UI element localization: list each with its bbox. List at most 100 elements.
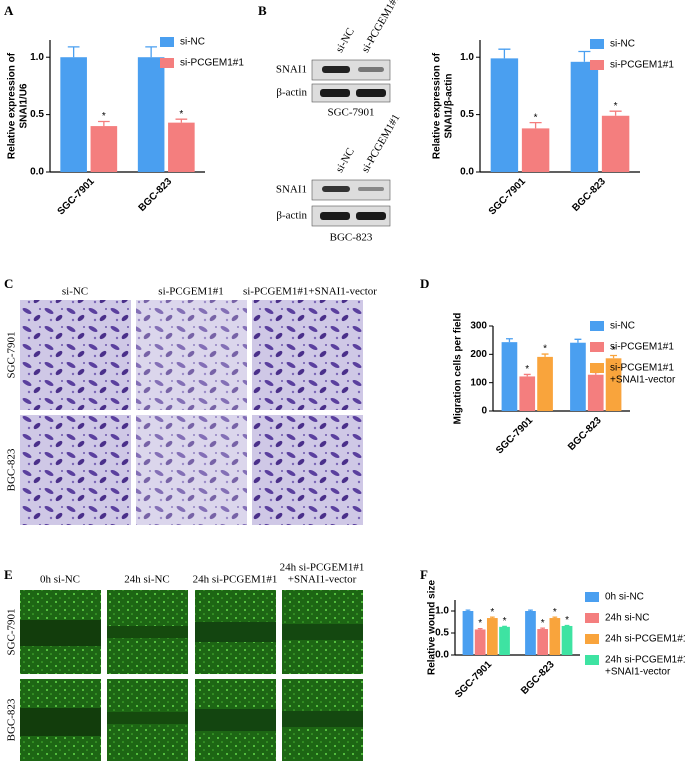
legend-swatch — [585, 655, 599, 665]
legend-label: 24h si-PCGEM1#1 — [605, 634, 685, 645]
micrograph — [136, 415, 247, 525]
blot — [311, 205, 391, 227]
bar — [462, 611, 474, 655]
band — [358, 187, 384, 191]
scratch — [20, 708, 101, 736]
cell-line: BGC-823 — [330, 232, 373, 244]
error-bar — [465, 609, 471, 611]
bar — [587, 374, 604, 411]
bar — [570, 342, 586, 411]
bar — [499, 626, 510, 655]
error-bar — [552, 616, 558, 619]
panel-labels: A B C D E F — [4, 3, 429, 582]
bar — [137, 57, 165, 172]
bar — [601, 115, 630, 172]
bar — [537, 356, 553, 411]
band — [356, 89, 386, 97]
x-tick-label: SGC-7901 — [494, 415, 535, 456]
y-tick-label: 0.5 — [460, 109, 474, 120]
row-label: BGC-823 — [6, 448, 18, 491]
y-axis-label: Relative wound size — [427, 580, 438, 675]
column-label: 24h si-PCGEM1#1 — [193, 574, 278, 586]
row-label: SGC-7901 — [6, 608, 18, 655]
legend-swatch — [590, 39, 604, 49]
legend-label: si-PCGEM1#1 — [610, 363, 674, 374]
x-tick-label: SGC-7901 — [56, 176, 97, 217]
column-label: 24h si-PCGEM1#1 — [280, 562, 365, 574]
significance: * — [102, 111, 106, 122]
x-tick-label: BGC-823 — [137, 176, 175, 214]
significance: * — [478, 618, 482, 629]
bar-chart: 0.0 0.5 1.0 Relative expression of SNAI1/U6 S… — [7, 37, 245, 218]
legend-swatch — [590, 321, 604, 331]
blot — [311, 59, 391, 81]
micrograph — [20, 300, 131, 410]
micrograph — [252, 415, 363, 525]
wound-images: SGC-7901 BGC-823 — [6, 590, 363, 761]
blot — [311, 83, 391, 103]
panel-label: E — [4, 567, 13, 582]
error-bar — [67, 46, 80, 58]
cell-line: SGC-7901 — [327, 107, 374, 119]
bar — [525, 611, 536, 655]
error-bar — [477, 627, 483, 630]
y-tick-label: 1.0 — [435, 606, 449, 617]
column-label: +SNAI1-vector — [288, 574, 357, 586]
error-bar — [505, 338, 513, 343]
legend-label: 24h si-NC — [605, 613, 649, 624]
scratch — [107, 712, 188, 724]
bar-chart: 0 100 200 300 Migration cells per field SGC-7… — [453, 313, 676, 457]
error-bar — [489, 616, 495, 619]
error-bar — [578, 50, 591, 62]
micrograph — [252, 300, 363, 410]
band — [320, 89, 350, 97]
legend-swatch — [160, 37, 174, 47]
x-tick-label: SGC-7901 — [487, 176, 528, 217]
significance: * — [525, 364, 529, 375]
lane-label: si-NC — [333, 146, 357, 175]
x-tick-label: BGC-823 — [519, 659, 557, 697]
micrograph — [136, 300, 247, 410]
band — [322, 66, 350, 73]
bar — [605, 358, 622, 411]
row-label: SNAI1 — [276, 64, 307, 76]
significance: * — [565, 615, 569, 626]
legend-label: si-PCGEM1#1 — [180, 58, 244, 69]
blot — [311, 179, 391, 201]
legend-swatch — [585, 592, 599, 602]
band — [358, 67, 384, 72]
y-tick-label: 0.0 — [30, 167, 44, 178]
significance: * — [543, 344, 547, 355]
bar — [501, 342, 518, 411]
bar — [570, 61, 599, 172]
row-label: SGC-7901 — [6, 331, 18, 378]
y-tick-label: 0.5 — [30, 109, 44, 120]
x-tick-label: SGC-7901 — [453, 659, 494, 700]
row-label: β-actin — [276, 210, 307, 222]
panel-label: F — [420, 567, 428, 582]
panel-label: C — [4, 276, 13, 291]
scratch — [195, 622, 276, 642]
column-label: 0h si-NC — [40, 574, 80, 586]
y-axis-label: Relative expression of — [7, 52, 18, 159]
y-tick-label: 1.0 — [460, 52, 474, 63]
scratch — [282, 624, 363, 640]
bar — [519, 376, 536, 411]
lane-label: si-PCGEM1#1 — [359, 0, 402, 55]
bar — [90, 126, 118, 172]
scratch — [195, 709, 276, 731]
bar — [486, 618, 498, 655]
bar — [60, 57, 87, 172]
y-tick-label: 300 — [470, 321, 487, 332]
legend-label: si-PCGEM1#1 — [610, 60, 674, 71]
bar — [521, 128, 550, 172]
significance: * — [179, 109, 183, 120]
panel-label: B — [258, 3, 267, 18]
bar — [474, 629, 486, 655]
y-axis-label: Relative expression of — [432, 52, 443, 159]
row-label: β-actin — [276, 87, 307, 99]
bar — [168, 122, 195, 172]
y-tick-label: 200 — [470, 349, 487, 360]
lane-label: si-PCGEM1#1 — [359, 112, 402, 175]
